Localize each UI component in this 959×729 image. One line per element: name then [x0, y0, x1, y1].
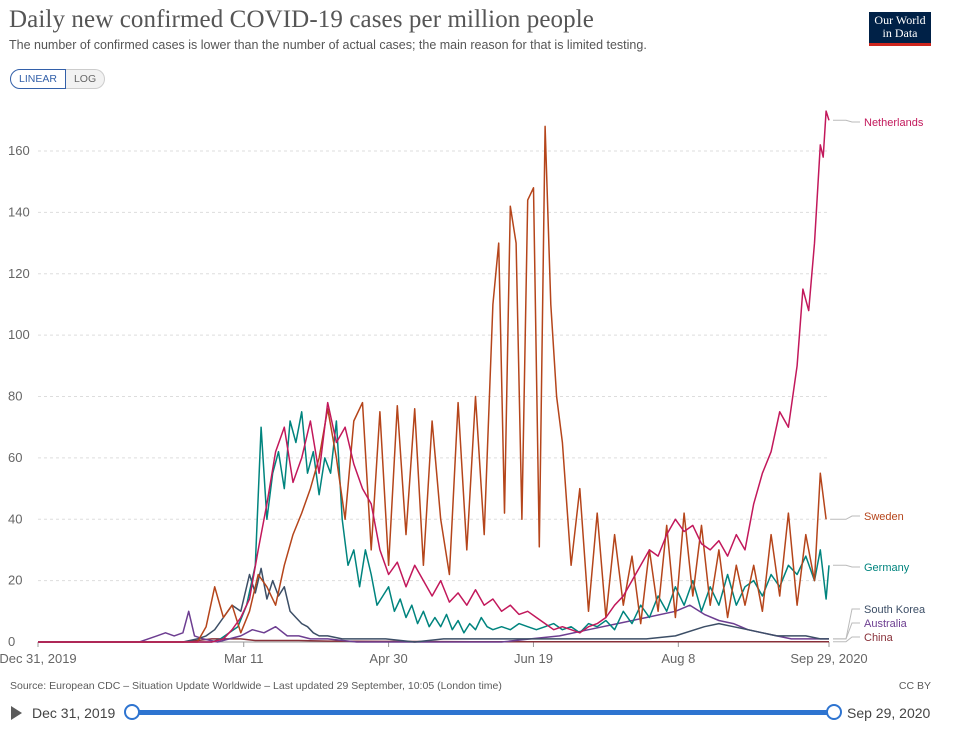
chart-title: Daily new confirmed COVID-19 cases per m… — [9, 6, 594, 33]
license-link[interactable]: CC BY — [898, 680, 931, 692]
y-tick-label: 40 — [8, 511, 22, 526]
timeline-start-handle[interactable] — [124, 704, 140, 720]
source-note: Source: European CDC – Situation Update … — [10, 680, 502, 692]
y-tick-label: 60 — [8, 450, 22, 465]
y-tick-label: 140 — [8, 204, 30, 219]
y-tick-label: 20 — [8, 573, 22, 588]
x-tick-label: Dec 31, 2019 — [0, 651, 77, 666]
owid-logo[interactable]: Our World in Data — [869, 12, 931, 46]
y-tick-label: 80 — [8, 389, 22, 404]
logo-line-1: Our World — [874, 13, 926, 27]
y-tick-label: 120 — [8, 266, 30, 281]
series-line-australia[interactable] — [38, 604, 829, 643]
series-line-south-korea[interactable] — [38, 567, 829, 643]
legend-label-australia[interactable]: Australia — [864, 618, 908, 630]
legend-connector — [833, 564, 860, 568]
x-tick-label: Sep 29, 2020 — [790, 651, 867, 666]
timeline-end-handle[interactable] — [826, 704, 842, 720]
log-scale-button[interactable]: LOG — [65, 69, 106, 89]
legend-label-south-korea[interactable]: South Korea — [864, 604, 926, 616]
legend-connector — [830, 515, 860, 520]
legend-label-sweden[interactable]: Sweden — [864, 511, 904, 523]
legend-connector — [833, 608, 860, 640]
x-tick-label: Jun 19 — [514, 651, 553, 666]
legend-label-china[interactable]: China — [864, 632, 894, 644]
play-icon[interactable] — [11, 706, 22, 720]
legend-connector — [833, 636, 860, 643]
timeline-track[interactable] — [130, 710, 832, 715]
timeline: Dec 31, 2019 Sep 29, 2020 — [0, 700, 959, 729]
logo-line-2: in Data — [882, 26, 918, 40]
series-line-sweden[interactable] — [38, 125, 827, 643]
linear-scale-button[interactable]: LINEAR — [10, 69, 66, 89]
y-tick-label: 160 — [8, 143, 30, 158]
x-tick-label: Apr 30 — [369, 651, 407, 666]
series-line-netherlands[interactable] — [38, 110, 830, 643]
legend-connector — [833, 622, 860, 640]
timeline-end-label: Sep 29, 2020 — [847, 705, 931, 721]
timeline-start-label: Dec 31, 2019 — [32, 705, 116, 721]
x-tick-label: Mar 11 — [224, 651, 264, 666]
scale-toggle: LINEAR LOG — [10, 69, 106, 89]
chart-subtitle: The number of confirmed cases is lower t… — [9, 38, 647, 52]
legend-label-germany[interactable]: Germany — [864, 562, 910, 574]
y-tick-label: 0 — [8, 634, 15, 649]
x-tick-label: Aug 8 — [661, 651, 695, 666]
legend-label-netherlands[interactable]: Netherlands — [864, 117, 924, 129]
series-line-germany[interactable] — [38, 411, 830, 643]
line-chart[interactable]: 0 20 40 60 80 100 120 140 160 Dec 31, 2019 Mar 11 A… — [0, 95, 959, 670]
y-tick-label: 100 — [8, 327, 30, 342]
legend-connector — [833, 119, 860, 123]
